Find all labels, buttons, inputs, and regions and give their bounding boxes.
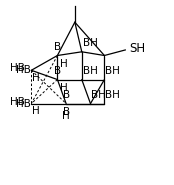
Text: BH: BH — [83, 38, 97, 48]
Text: H: H — [62, 111, 70, 121]
Text: HB: HB — [16, 99, 30, 109]
Text: HB: HB — [10, 97, 25, 107]
Text: H: H — [32, 106, 40, 116]
Text: B: B — [54, 42, 61, 52]
Text: H: H — [60, 59, 68, 69]
Text: HB: HB — [10, 63, 25, 73]
Text: B: B — [63, 107, 70, 117]
Text: BH: BH — [83, 66, 97, 76]
Text: H: H — [32, 73, 40, 83]
Text: BH: BH — [105, 90, 120, 100]
Text: B: B — [63, 90, 70, 100]
Text: BH: BH — [105, 66, 120, 76]
Text: B: B — [54, 66, 61, 76]
Text: H: H — [60, 83, 68, 93]
Text: SH: SH — [129, 42, 145, 55]
Text: HB: HB — [16, 65, 30, 75]
Text: BH: BH — [91, 90, 106, 100]
